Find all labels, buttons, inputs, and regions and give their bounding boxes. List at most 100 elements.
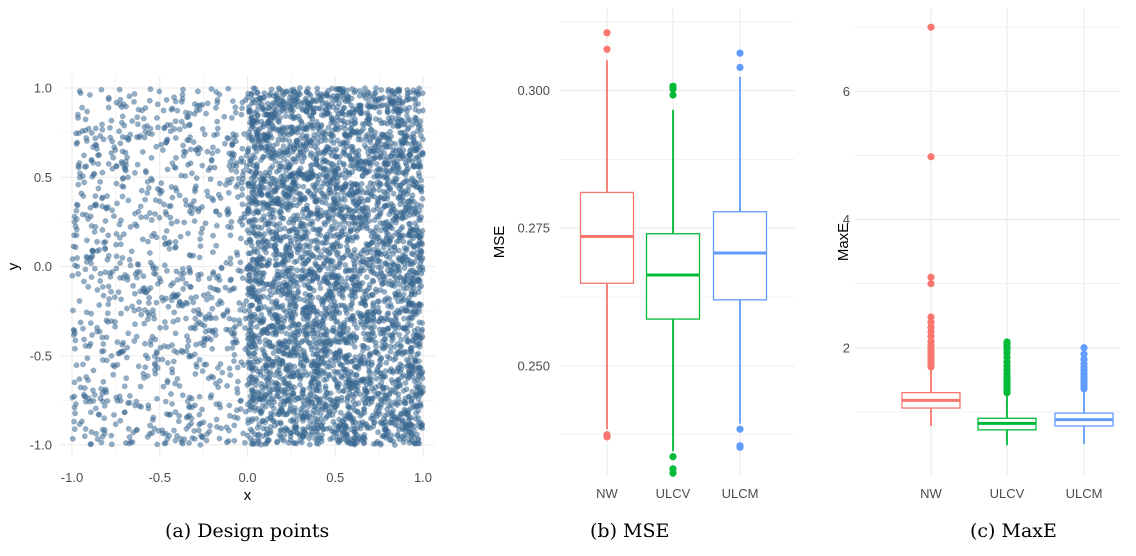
scatter-point — [307, 142, 314, 149]
scatter-point — [314, 263, 321, 270]
scatter-point — [162, 209, 169, 215]
scatter-point — [376, 173, 383, 180]
scatter-point — [334, 231, 341, 238]
scatter-point — [413, 342, 420, 349]
scatter-point — [384, 411, 391, 417]
scatter-point — [149, 417, 156, 423]
scatter-point — [300, 183, 307, 190]
scatter-point — [356, 92, 363, 99]
scatter-point — [232, 104, 239, 111]
scatter-point — [313, 156, 320, 163]
scatter-point — [151, 315, 158, 322]
scatter-point — [142, 340, 148, 347]
scatter-point — [231, 316, 238, 323]
scatter-point — [294, 142, 301, 149]
scatter-point — [223, 439, 230, 446]
scatter-point — [325, 218, 331, 225]
scatter-point — [113, 180, 120, 187]
scatter-point — [287, 398, 294, 405]
scatter-point — [147, 125, 154, 132]
scatter-point — [264, 100, 271, 107]
scatter-point — [269, 112, 276, 118]
scatter-point — [409, 233, 416, 240]
scatter-point — [398, 374, 405, 380]
scatter-point — [292, 180, 298, 187]
scatter-point — [209, 305, 216, 312]
scatter-point — [322, 385, 329, 392]
scatter-point — [264, 416, 271, 423]
scatter-point — [281, 279, 288, 286]
scatter-point — [271, 244, 278, 251]
scatter-point — [239, 99, 246, 106]
scatter-point — [363, 294, 370, 301]
scatter-point — [219, 369, 226, 376]
scatter-point — [117, 397, 124, 404]
scatter-point — [117, 260, 124, 266]
scatter-point — [138, 311, 145, 318]
scatter-point — [199, 225, 206, 232]
scatter-point — [249, 437, 256, 444]
scatter-point — [161, 201, 167, 208]
scatter-point — [151, 270, 157, 277]
scatter-point — [206, 428, 213, 435]
scatter-point — [310, 387, 317, 394]
scatter-point — [248, 193, 255, 200]
scatter-point — [98, 439, 105, 446]
scatter-point — [259, 433, 266, 439]
scatter-point — [275, 389, 281, 396]
scatter-point — [213, 401, 220, 407]
scatter-point — [289, 265, 295, 272]
scatter-point — [105, 301, 112, 308]
scatter-point — [199, 126, 206, 132]
scatter-point — [130, 282, 137, 289]
scatter-point — [124, 154, 131, 161]
scatter-point — [122, 271, 128, 278]
scatter-point — [316, 400, 323, 406]
scatter-point — [71, 232, 78, 239]
scatter-point — [237, 235, 244, 242]
scatter-point — [354, 188, 360, 195]
scatter-point — [162, 398, 169, 405]
scatter-point — [357, 313, 364, 320]
scatter-point — [286, 350, 293, 356]
scatter-point — [153, 299, 160, 306]
scatter-point — [156, 198, 163, 205]
scatter-point — [93, 142, 100, 149]
scatter-point — [325, 265, 332, 272]
scatter-point — [70, 307, 76, 314]
scatter-point — [400, 197, 407, 204]
scatter-point — [416, 402, 423, 409]
scatter-point — [286, 408, 293, 415]
scatter-point — [277, 420, 284, 427]
scatter-point — [415, 170, 422, 176]
scatter-point — [291, 101, 297, 108]
scatter-point — [382, 434, 389, 441]
scatter-point — [99, 126, 106, 133]
scatter-point — [186, 440, 192, 446]
scatter-point — [234, 194, 241, 200]
scatter-point — [97, 270, 104, 277]
scatter-point — [214, 99, 221, 106]
scatter-point — [363, 287, 370, 294]
scatter-point — [108, 288, 115, 295]
scatter-point — [131, 169, 138, 176]
scatter-point — [107, 125, 113, 131]
scatter-point — [239, 185, 246, 192]
scatter-point — [188, 170, 195, 177]
scatter-point — [403, 386, 410, 393]
scatter-point — [176, 383, 183, 389]
scatter-point — [156, 214, 163, 221]
scatter-point — [94, 324, 101, 331]
scatter-point — [264, 221, 271, 228]
scatter-point — [125, 330, 132, 337]
scatter-point — [339, 183, 346, 190]
scatter-point — [305, 313, 312, 320]
scatter-point — [300, 206, 307, 213]
scatter-point — [212, 327, 219, 334]
scatter-point — [307, 137, 314, 144]
scatter-point — [404, 178, 411, 185]
scatter-point — [188, 415, 195, 422]
scatter-point — [408, 322, 414, 329]
scatter-point — [288, 87, 295, 94]
scatter-point — [314, 98, 320, 105]
